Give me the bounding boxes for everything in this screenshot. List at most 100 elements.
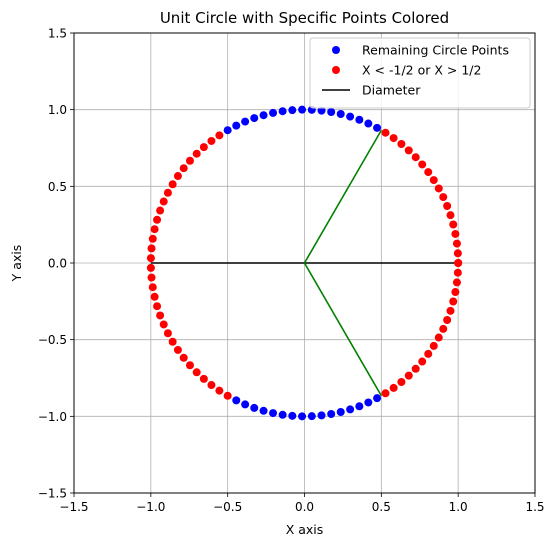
- blue-point: [278, 410, 287, 419]
- red-point: [381, 389, 390, 398]
- red-point: [156, 206, 165, 215]
- y-tick-label: 0.5: [48, 180, 67, 194]
- blue-point: [327, 410, 336, 419]
- blue-point: [232, 396, 241, 405]
- x-tick-label: 1.5: [525, 500, 544, 514]
- red-point: [173, 345, 182, 354]
- red-point: [429, 341, 438, 350]
- red-point: [381, 128, 390, 137]
- legend-entry-label: Remaining Circle Points: [362, 43, 509, 58]
- blue-point: [355, 402, 364, 411]
- blue-point: [278, 107, 287, 116]
- blue-point: [241, 117, 250, 126]
- legend-entry-label: X < -1/2 or X > 1/2: [362, 63, 481, 78]
- point-series: [146, 105, 463, 421]
- blue-point: [346, 405, 355, 414]
- red-point: [418, 357, 427, 366]
- red-point: [452, 278, 461, 287]
- blue-point: [298, 412, 307, 421]
- red-point: [153, 215, 162, 224]
- x-tick-label: −1.0: [136, 500, 165, 514]
- blue-point: [373, 394, 382, 403]
- blue-point: [327, 107, 336, 116]
- x-tick-label: 0.5: [372, 500, 391, 514]
- red-point: [418, 160, 427, 169]
- red-point: [429, 176, 438, 185]
- red-point: [439, 324, 448, 333]
- red-point: [159, 320, 168, 329]
- red-point: [150, 225, 159, 234]
- blue-point: [288, 106, 297, 115]
- red-point: [446, 306, 455, 315]
- red-point: [451, 288, 460, 297]
- red-point: [153, 302, 162, 311]
- red-point: [163, 188, 172, 197]
- blue-point: [355, 115, 364, 124]
- x-axis-label: X axis: [286, 522, 324, 537]
- red-point: [424, 168, 433, 177]
- blue-point: [298, 105, 307, 114]
- blue-point: [336, 408, 345, 417]
- red-point: [199, 143, 208, 152]
- red-point: [150, 292, 159, 301]
- red-point: [434, 184, 443, 193]
- tick-marks: [70, 32, 536, 497]
- y-tick-label: −0.5: [38, 333, 67, 347]
- red-point: [411, 153, 420, 162]
- blue-point: [241, 400, 250, 409]
- red-point: [397, 139, 406, 148]
- red-point: [192, 149, 201, 158]
- red-point: [192, 368, 201, 377]
- red-point: [434, 333, 443, 342]
- red-point: [424, 349, 433, 358]
- red-point: [159, 197, 168, 206]
- red-point: [449, 297, 458, 306]
- red-point: [451, 229, 460, 238]
- blue-point: [223, 126, 232, 135]
- blue-point: [317, 411, 326, 420]
- blue-point: [364, 119, 373, 128]
- blue-point: [364, 398, 373, 407]
- chart-title: Unit Circle with Specific Points Colored: [160, 9, 449, 27]
- radius-line: [303, 262, 383, 397]
- red-point: [148, 283, 157, 292]
- blue-point: [307, 412, 316, 421]
- blue-point: [269, 108, 278, 117]
- red-point: [446, 211, 455, 220]
- red-point: [147, 273, 156, 282]
- red-point: [179, 353, 188, 362]
- red-point: [439, 193, 448, 202]
- red-point: [147, 244, 156, 253]
- blue-point: [259, 111, 268, 120]
- y-tick-label: 1.0: [48, 103, 67, 117]
- red-point: [215, 131, 224, 140]
- x-tick-label: 1.0: [449, 500, 468, 514]
- blue-point: [317, 106, 326, 115]
- blue-point: [288, 411, 297, 420]
- red-point: [449, 220, 458, 229]
- legend-box: [309, 37, 531, 109]
- y-tick-label: 0.0: [48, 257, 67, 271]
- blue-point: [336, 109, 345, 118]
- red-point: [443, 315, 452, 324]
- legend: Remaining Circle Points X < -1/2 or X > 1…: [309, 37, 531, 109]
- blue-point: [259, 406, 268, 415]
- legend-entry-label: Diameter: [362, 83, 421, 98]
- blue-point: [250, 403, 259, 412]
- red-point: [199, 374, 208, 383]
- red-point: [452, 239, 461, 248]
- red-point: [207, 381, 216, 390]
- blue-point: [250, 114, 259, 123]
- red-point: [223, 391, 232, 400]
- red-point: [453, 268, 462, 277]
- red-point: [168, 337, 177, 346]
- x-tick-label: −1.5: [59, 500, 88, 514]
- red-point: [453, 249, 462, 258]
- red-point: [179, 164, 188, 173]
- legend-marker: [332, 46, 340, 54]
- red-point: [185, 361, 194, 370]
- y-tick-label: −1.0: [38, 410, 67, 424]
- y-axis-label: Y axis: [9, 245, 24, 283]
- red-point: [404, 146, 413, 155]
- red-point: [404, 371, 413, 380]
